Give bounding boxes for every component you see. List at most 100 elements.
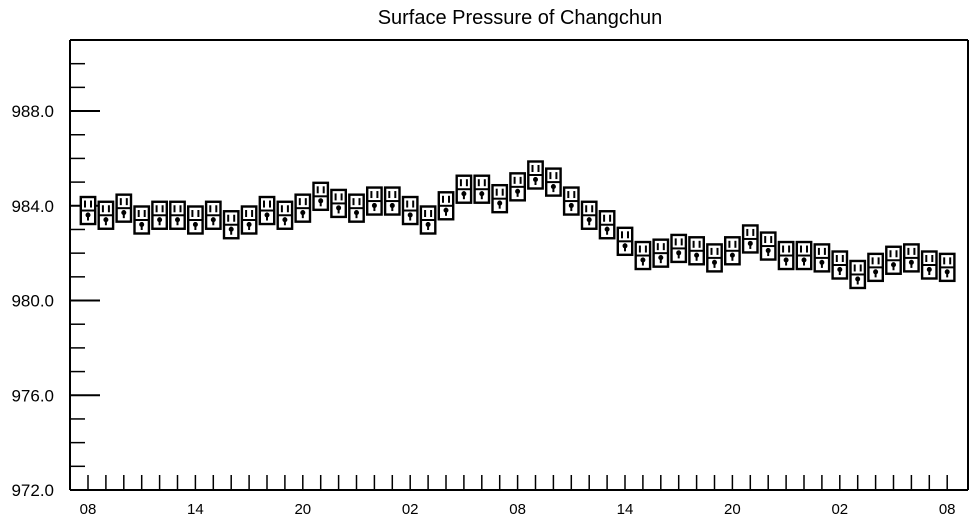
pressure-point <box>366 186 383 216</box>
pressure-point <box>133 205 151 235</box>
series-marks <box>79 160 956 290</box>
pressure-point <box>204 200 222 230</box>
pressure-dot <box>210 217 216 223</box>
pressure-point <box>258 195 276 226</box>
pressure-dot <box>891 262 896 268</box>
x-tick-label: 14 <box>187 501 204 518</box>
pressure-dot <box>676 250 682 256</box>
y-tick-label: 984.0 <box>11 197 54 216</box>
x-tick-label: 20 <box>294 501 311 518</box>
pressure-point <box>759 231 777 261</box>
pressure-point <box>312 181 330 212</box>
x-tick-label: 08 <box>509 501 526 518</box>
pressure-point <box>938 252 956 283</box>
x-tick-label: 14 <box>617 501 634 518</box>
pressure-point <box>455 174 473 204</box>
pressure-point <box>598 210 616 240</box>
pressure-point <box>903 243 920 273</box>
pressure-point <box>777 240 795 271</box>
pressure-dot <box>246 222 252 227</box>
pressure-point <box>795 240 813 271</box>
pressure-dot <box>604 226 610 232</box>
pressure-point <box>670 233 688 264</box>
x-tick-label: 20 <box>724 501 741 518</box>
pressure-dot <box>568 203 574 209</box>
pressure-point <box>580 200 598 230</box>
pressure-dot <box>282 217 288 223</box>
pressure-dot <box>461 191 467 197</box>
pressure-dot <box>533 177 538 182</box>
pressure-dot <box>783 257 789 263</box>
pressure-dot <box>85 212 91 218</box>
pressure-dot <box>729 252 735 258</box>
y-tick-label: 988.0 <box>11 102 54 121</box>
pressure-point <box>383 186 401 216</box>
pressure-dot <box>479 191 485 197</box>
pressure-point <box>562 186 580 216</box>
pressure-dot <box>192 222 198 227</box>
pressure-point <box>741 224 759 254</box>
pressure-dot <box>712 259 717 265</box>
pressure-point <box>616 226 634 257</box>
x-tick-label: 02 <box>402 501 419 518</box>
pressure-dot <box>515 188 521 194</box>
y-tick-label: 976.0 <box>11 386 54 405</box>
pressure-point <box>831 250 849 280</box>
pressure-dot <box>407 212 413 218</box>
pressure-point <box>724 236 741 266</box>
pressure-dot <box>103 217 109 223</box>
x-tick-label: 08 <box>80 501 97 518</box>
pressure-point <box>151 200 168 230</box>
y-tick-label: 972.0 <box>11 481 54 500</box>
y-tick-label: 980.0 <box>11 292 54 311</box>
pressure-dot <box>443 207 449 213</box>
pressure-point <box>527 160 544 190</box>
pressure-point <box>437 191 455 221</box>
pressure-point <box>186 205 204 235</box>
pressure-point <box>509 172 526 202</box>
pressure-point <box>419 205 437 235</box>
pressure-point <box>920 250 938 280</box>
chart-title: Surface Pressure of Changchun <box>378 7 663 29</box>
pressure-dot <box>926 267 932 272</box>
pressure-dot <box>139 222 145 227</box>
pressure-point <box>491 183 509 214</box>
pressure-point <box>652 238 670 268</box>
pressure-point <box>169 200 186 230</box>
pressure-dot <box>550 184 556 190</box>
pressure-dot <box>175 217 180 223</box>
x-tick-label: 02 <box>831 501 848 518</box>
pressure-dot <box>336 205 342 211</box>
pressure-dot <box>228 226 234 232</box>
pressure-dot <box>801 257 807 263</box>
pressure-point <box>348 193 365 223</box>
pressure-dot <box>371 203 377 209</box>
pressure-point <box>849 259 867 290</box>
pressure-point <box>473 174 491 204</box>
pressure-point <box>706 243 723 273</box>
pressure-dot <box>873 269 879 275</box>
pressure-dot <box>497 200 503 206</box>
pressure-dot <box>765 248 771 254</box>
pressure-dot <box>837 267 843 272</box>
pressure-point <box>330 188 347 219</box>
pressure-point <box>294 193 312 223</box>
pressure-point <box>545 167 562 197</box>
axis-layer: 972.0 976.0 980.0 984.0 988.0 08 14 20 02 08 14 20 0… <box>11 39 969 518</box>
pressure-point <box>222 210 240 240</box>
pressure-dot <box>855 276 861 282</box>
pressure-dot <box>694 252 700 258</box>
pressure-dot <box>747 240 753 246</box>
pressure-dot <box>908 259 914 265</box>
pressure-point <box>867 252 885 283</box>
pressure-point <box>240 205 258 235</box>
pressure-point <box>276 200 294 230</box>
pressure-dot <box>640 257 646 263</box>
pressure-point <box>115 193 133 223</box>
pressure-point <box>97 200 115 230</box>
pressure-point <box>79 195 97 226</box>
pressure-dot <box>586 217 592 223</box>
pressure-point <box>634 240 652 271</box>
pressure-point <box>688 236 706 266</box>
